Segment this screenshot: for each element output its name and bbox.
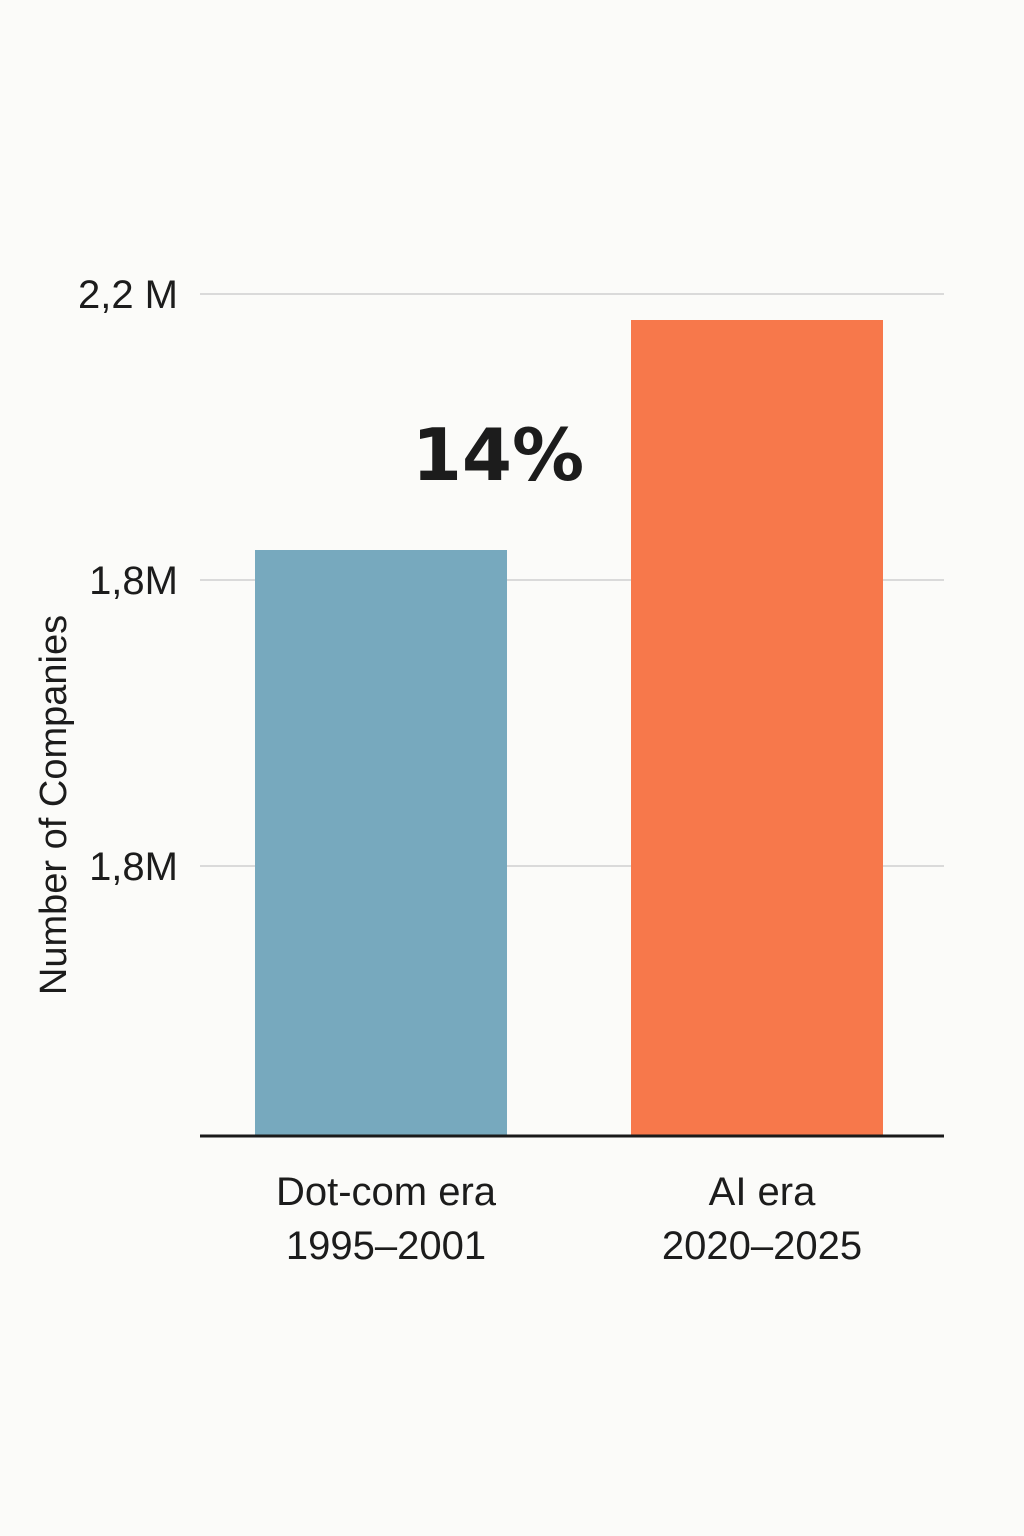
x-axis-categories: Dot-com era 1995–2001 AI era 2020–2025 — [276, 1170, 862, 1268]
y-tick-label: 1,8M — [89, 845, 178, 889]
bar-dot-com-era — [255, 550, 507, 1136]
bar-ai-era — [631, 320, 883, 1136]
y-tick-label: 2,2 M — [78, 273, 178, 317]
y-axis-title: Number of Companies — [33, 615, 75, 995]
bars — [255, 320, 883, 1136]
y-tick-label: 1,8M — [89, 559, 178, 603]
x-category-label: Dot-com era — [276, 1170, 497, 1214]
x-category-period: 1995–2001 — [286, 1224, 486, 1268]
x-category-label: AI era — [709, 1170, 816, 1214]
growth-annotation: 14% — [412, 413, 584, 497]
x-category-period: 2020–2025 — [662, 1224, 862, 1268]
y-axis-ticks: 2,2 M 1,8M 1,8M — [78, 273, 178, 889]
